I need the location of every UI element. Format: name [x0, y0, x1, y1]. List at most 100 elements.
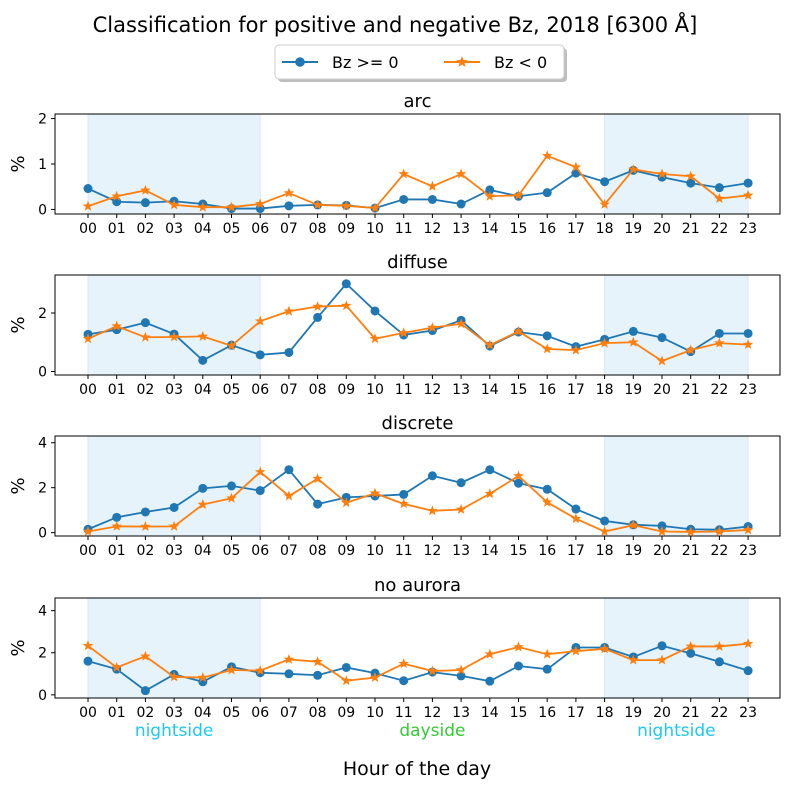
- x-tick-label: 00: [79, 705, 97, 721]
- x-tick-label: 03: [165, 705, 183, 721]
- data-point-bz-negative: [341, 497, 352, 508]
- data-point-bz-negative: [513, 325, 524, 336]
- data-point-bz-negative: [742, 339, 754, 350]
- data-point-bz-positive: [657, 333, 667, 343]
- x-tick-label: 14: [481, 705, 499, 721]
- x-tick-label: 05: [223, 221, 241, 237]
- y-tick-label: 0: [38, 526, 47, 542]
- data-point-bz-positive: [628, 326, 638, 336]
- data-point-bz-negative: [628, 336, 639, 347]
- x-tick-label: 10: [366, 221, 384, 237]
- x-tick-label: 21: [682, 382, 700, 398]
- x-tick-label: 08: [309, 382, 327, 398]
- x-tick-label: 09: [337, 543, 355, 559]
- x-tick-label: 13: [452, 705, 470, 721]
- series-line-bz-positive: [87, 282, 749, 362]
- x-tick-label: 17: [567, 705, 585, 721]
- data-point-bz-negative: [685, 526, 696, 537]
- data-point-bz-negative: [714, 193, 725, 203]
- data-point-bz-positive: [657, 641, 667, 651]
- data-point-bz-negative: [599, 337, 610, 348]
- data-point-bz-positive: [657, 521, 667, 531]
- panel-title: diffuse: [387, 252, 448, 273]
- data-point-bz-negative: [341, 300, 352, 311]
- data-point-bz-positive: [341, 662, 351, 672]
- data-point-bz-negative: [82, 640, 94, 651]
- x-tick-label: 05: [223, 705, 241, 721]
- data-point-bz-negative: [541, 648, 553, 659]
- data-point-bz-negative: [656, 654, 668, 665]
- x-tick-label: 19: [624, 221, 642, 237]
- x-tick-label: 19: [624, 705, 642, 721]
- x-tick-label: 13: [452, 543, 470, 559]
- data-point-bz-negative: [283, 653, 295, 664]
- x-tick-label: 14: [481, 221, 499, 237]
- figure-title: Classification for positive and negative…: [93, 11, 698, 37]
- axes-frame: [54, 435, 781, 537]
- data-point-bz-positive: [255, 350, 265, 360]
- data-point-bz-negative: [283, 305, 295, 316]
- data-point-bz-positive: [542, 484, 552, 494]
- data-point-bz-negative: [398, 658, 409, 669]
- x-tick-label: 08: [309, 221, 327, 237]
- y-axis-label: %: [8, 639, 29, 656]
- data-point-bz-positive: [399, 489, 409, 499]
- x-tick-label: 16: [538, 221, 556, 237]
- x-tick-label: 09: [337, 221, 355, 237]
- data-point-bz-positive: [714, 328, 724, 338]
- data-point-bz-negative: [254, 665, 266, 676]
- data-point-bz-positive: [485, 465, 495, 475]
- x-tick-label: 18: [596, 221, 614, 237]
- series-line-bz-negative: [87, 304, 749, 362]
- data-point-bz-positive: [427, 471, 437, 481]
- x-tick-label: 06: [251, 382, 269, 398]
- data-point-bz-negative: [197, 499, 209, 509]
- x-tick-label: 02: [136, 382, 154, 398]
- data-point-bz-negative: [197, 672, 209, 683]
- x-tick-label: 11: [395, 705, 413, 721]
- x-tick-label: 04: [194, 221, 212, 237]
- x-axis-label: Hour of the day: [343, 758, 491, 780]
- data-point-bz-negative: [656, 355, 668, 366]
- data-point-bz-negative: [168, 671, 180, 682]
- data-point-bz-negative: [140, 331, 151, 342]
- data-point-bz-negative: [541, 496, 553, 507]
- legend: Bz >= 0 Bz < 0: [274, 44, 567, 82]
- x-tick-label: 14: [481, 543, 499, 559]
- data-point-bz-negative: [82, 333, 94, 344]
- data-point-bz-negative: [283, 187, 295, 198]
- data-point-bz-negative: [541, 343, 553, 354]
- x-tick-label: 13: [452, 382, 470, 398]
- x-tick-label: 19: [624, 543, 642, 559]
- data-point-bz-positive: [341, 279, 351, 289]
- data-point-bz-negative: [685, 344, 696, 355]
- data-point-bz-negative: [82, 526, 94, 536]
- nightside-shade: [604, 436, 749, 536]
- data-point-bz-positive: [686, 178, 696, 188]
- x-tick-label: 21: [682, 705, 700, 721]
- data-point-bz-positive: [370, 306, 380, 316]
- data-point-bz-positive: [542, 331, 552, 341]
- x-tick-label: 07: [280, 221, 298, 237]
- nightside-shade: [604, 275, 749, 375]
- data-point-bz-negative: [398, 498, 409, 509]
- x-tick-label: 21: [682, 543, 700, 559]
- x-tick-label: 18: [596, 543, 614, 559]
- data-point-bz-positive: [399, 194, 409, 204]
- data-point-bz-negative: [714, 640, 725, 651]
- x-tick-label: 05: [223, 543, 241, 559]
- data-point-bz-negative: [398, 168, 409, 179]
- data-point-bz-negative: [484, 339, 496, 350]
- x-tick-label: 14: [481, 382, 499, 398]
- data-point-bz-negative: [312, 199, 323, 210]
- data-point-bz-positive: [600, 516, 610, 526]
- data-point-bz-negative: [427, 322, 438, 333]
- series-line-bz-positive: [87, 169, 749, 210]
- data-point-bz-negative: [742, 189, 754, 200]
- x-tick-label: 23: [739, 221, 757, 237]
- y-tick-label: 2: [38, 646, 47, 662]
- x-tick-label: 12: [423, 705, 441, 721]
- x-tick-label: 17: [567, 382, 585, 398]
- data-point-bz-positive: [198, 483, 208, 493]
